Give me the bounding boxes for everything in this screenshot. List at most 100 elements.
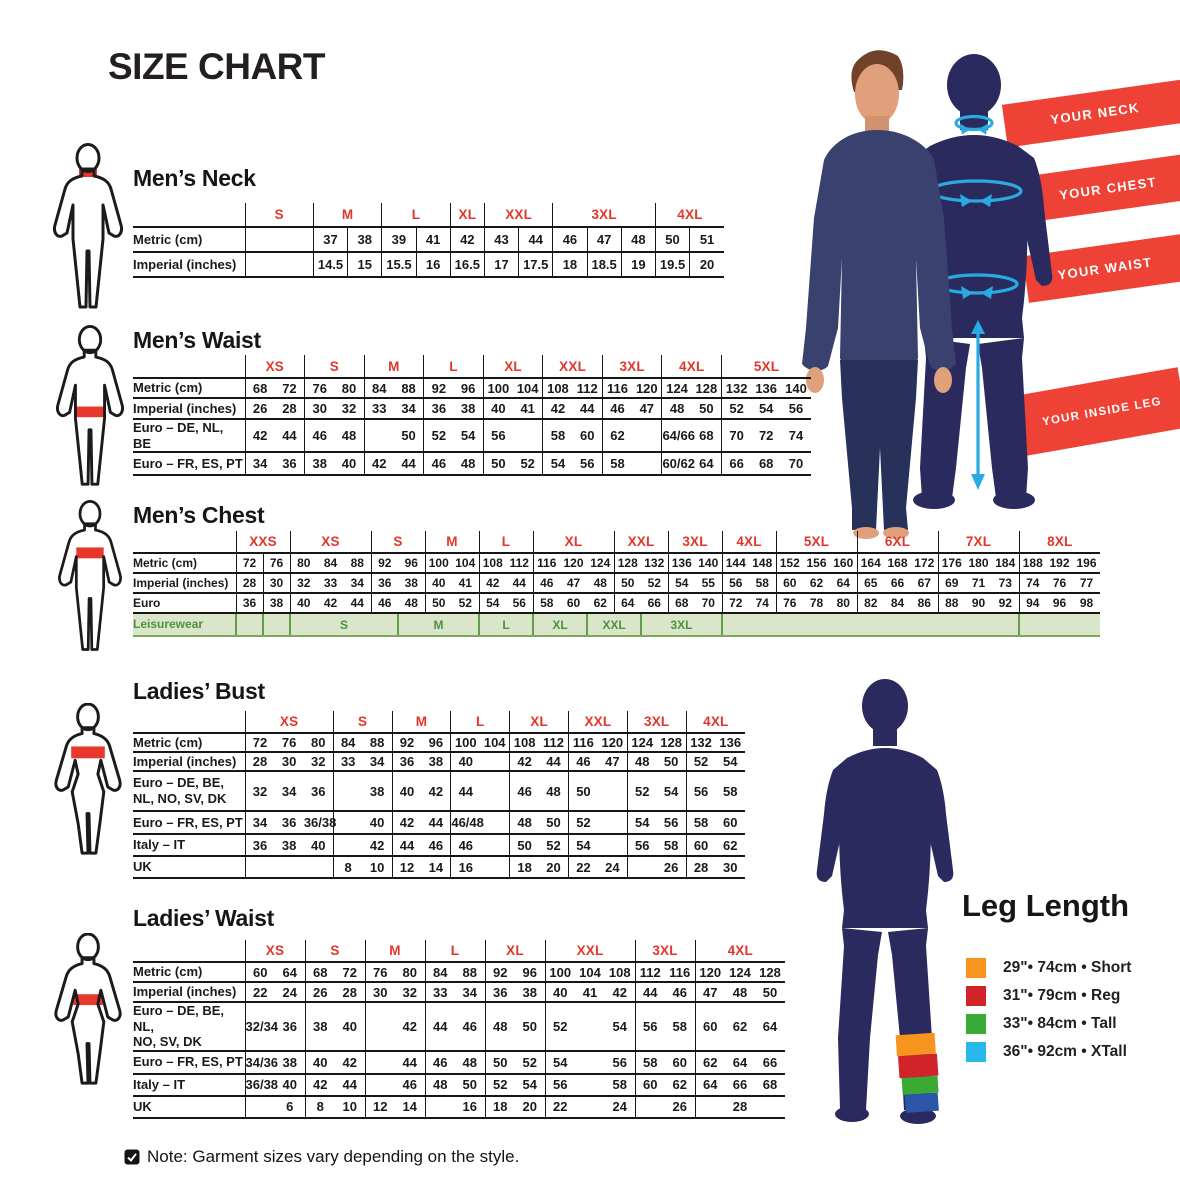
pants (840, 360, 918, 530)
size-group-label: XXL (542, 355, 603, 379)
size-cell: 164 (856, 553, 884, 574)
size-cell: 104 (480, 733, 510, 753)
row-label: Imperial (inches) (133, 252, 245, 278)
measurement-silhouette-illustration (895, 54, 1053, 509)
size-cell: 72 (335, 962, 365, 983)
size-cell: 124 (587, 553, 614, 574)
size-cell: 40 (362, 811, 393, 835)
size-cell: 40 (303, 834, 334, 857)
size-cell: 38 (515, 982, 545, 1003)
size-cell: 32 (244, 771, 275, 812)
size-cell: 40 (289, 593, 317, 614)
size-table: XS S M L XL XXL 3XL 4XL Metric (cm) 60 64 68 72 76 80 8… (133, 940, 785, 1119)
size-cell: 64 (755, 1002, 785, 1052)
size-cell (597, 811, 628, 835)
size-cell: 54 (751, 398, 782, 420)
size-cell: 42 (542, 398, 573, 420)
table-row: Metric (cm) 37 38 39 41 42 43 44 46 47 48 50 51 (133, 227, 724, 253)
size-group-label: 3XL (552, 203, 656, 228)
size-cell: 56 (572, 452, 603, 477)
size-cell: 20 (689, 252, 724, 278)
size-cell: 44 (393, 452, 424, 477)
size-cell: 48 (539, 771, 569, 812)
size-cell (480, 771, 510, 812)
size-cell: 18.5 (586, 252, 622, 278)
size-cell: 44 (572, 398, 603, 420)
size-cell: 42 (304, 1073, 335, 1097)
row-label: Euro – FR, ES, PT (133, 1050, 245, 1075)
size-cell: 104 (452, 553, 479, 574)
size-cell: 26 (244, 398, 275, 420)
row-label: Euro – DE, BE, NL, NO, SV, DK (133, 1002, 245, 1052)
size-cell: 84 (363, 378, 394, 399)
size-cell: 15.5 (381, 252, 417, 278)
section-title-ladies-bust: Ladies’ Bust (133, 678, 265, 704)
size-cell: 38 (304, 452, 335, 477)
size-cell: 72 (274, 378, 305, 399)
size-cell: 74 (781, 419, 811, 454)
size-cell: 128 (656, 733, 687, 753)
size-cell: 26 (304, 982, 335, 1003)
size-cell: 58 (605, 1073, 635, 1097)
size-cell: 66 (755, 1050, 785, 1075)
size-group-label: 3XL (626, 711, 687, 734)
leisurewear-row: Leisurewear S M L XL XXL 3XL (133, 613, 1100, 637)
leg-length-bands (895, 1032, 939, 1113)
size-cell: 56 (544, 1073, 575, 1097)
size-cell: 124 (725, 962, 755, 983)
size-cell: 56 (482, 419, 514, 454)
size-cell: 76 (262, 553, 290, 574)
size-cell: 44 (518, 227, 553, 253)
size-cell: 15 (347, 252, 382, 278)
size-cell: 40 (544, 982, 575, 1003)
size-cell: 100 (482, 378, 514, 399)
size-cell (244, 252, 280, 278)
size-cell (332, 771, 363, 812)
size-cell: 42 (244, 419, 275, 454)
size-cell: 46 (395, 1073, 425, 1097)
size-cell: 12 (391, 856, 422, 879)
size-cell: 26 (665, 1095, 695, 1119)
size-cell: 32 (334, 398, 365, 420)
size-group-label: 4XL (654, 203, 724, 228)
size-group-label: XXL (483, 203, 553, 228)
table-row: Imperial (inches) 22 24 26 28 30 32 33 34 36 38 40 4… (133, 982, 785, 1003)
size-cell: 56 (685, 771, 716, 812)
size-group-label: S (304, 355, 365, 379)
size-group-label: 6XL (856, 531, 938, 554)
size-cell: 58 (665, 1002, 695, 1052)
size-cell: 88 (344, 553, 371, 574)
size-cell: 46 (552, 227, 588, 253)
size-table-corner (133, 940, 245, 963)
size-cell: 50 (613, 573, 641, 594)
size-cell: 112 (572, 378, 603, 399)
size-cell: 56 (781, 398, 811, 420)
size-cell: 28 (685, 856, 716, 879)
size-cell: 38 (262, 593, 290, 614)
male-silhouette (895, 54, 1053, 509)
size-cell: 33 (317, 573, 344, 594)
size-cell: 46/48 (450, 811, 484, 835)
size-cell: 52 (515, 1050, 545, 1075)
size-cell (279, 252, 314, 278)
size-cell: 48 (725, 982, 755, 1003)
leg-length-legend-item: 33"• 84cm • Tall (966, 1014, 1131, 1034)
size-cell: 52 (452, 593, 479, 614)
size-cell: 50 (424, 593, 452, 614)
size-cell: 108 (478, 553, 506, 574)
size-cell: 44 (274, 419, 305, 454)
table-row: Euro – FR, ES, PT 34 36 38 40 42 44 46 48 50 52 54 5… (133, 452, 811, 477)
table-row: Euro – DE, BE, NL, NO, SV, DK 32 34 36 38 40 4… (133, 771, 745, 812)
size-cell: 92 (370, 553, 398, 574)
size-cell: 92 (391, 733, 422, 753)
size-cell: 56 (721, 573, 749, 594)
size-group-label: 8XL (1018, 531, 1100, 554)
size-group-label: XS (244, 940, 305, 963)
size-cell: 30 (715, 856, 745, 879)
row-label: Imperial (inches) (133, 398, 245, 420)
size-group-label: S (332, 711, 393, 734)
size-cell: 72 (721, 593, 749, 614)
size-group-label: 7XL (937, 531, 1019, 554)
size-cell: 56 (626, 834, 657, 857)
row-label: Imperial (inches) (133, 982, 245, 1003)
